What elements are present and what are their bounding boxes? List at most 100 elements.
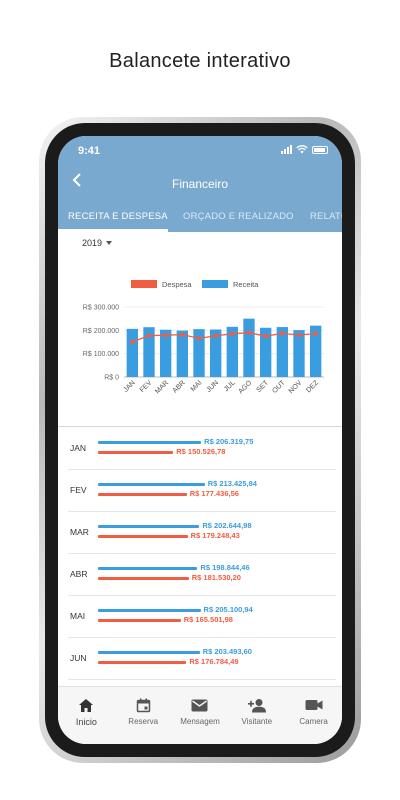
point-despesa	[196, 336, 202, 341]
point-despesa	[130, 339, 135, 345]
bar-receita	[276, 327, 288, 377]
despesa-value: R$ 177.436,56	[189, 489, 239, 498]
nav-label: Visitante	[241, 717, 273, 726]
despesa-value: R$ 150.526,78	[176, 447, 226, 456]
mail-icon	[172, 696, 229, 714]
y-tick-label: R$ 100.000	[83, 351, 119, 358]
nav-reserva[interactable]: Reserva	[115, 687, 172, 744]
despesa-bar	[98, 535, 188, 538]
receita-value: R$ 202.644,98	[202, 521, 252, 530]
y-tick-label: R$ 0	[104, 375, 119, 382]
receita-bar	[98, 567, 198, 570]
page-title: Financeiro	[171, 177, 229, 191]
nav-inicio[interactable]: Inicio	[58, 687, 115, 744]
despesa-bar	[98, 451, 174, 454]
point-despesa	[313, 331, 318, 336]
month-label: JAN	[70, 443, 87, 453]
video-camera-icon	[285, 696, 342, 714]
receita-value: R$ 203.493,60	[202, 647, 252, 656]
bar-receita	[176, 330, 188, 377]
bar-receita	[260, 327, 272, 377]
despesa-value: R$ 181.530,20	[191, 573, 241, 582]
point-despesa	[163, 332, 168, 338]
x-tick-label: JUL	[223, 379, 237, 393]
month-label: FEV	[70, 485, 87, 495]
active-tab-indicator	[58, 229, 168, 232]
signal-icon	[281, 145, 292, 154]
month-label: MAI	[70, 611, 86, 621]
year-select-value: 2019	[82, 238, 103, 248]
wifi-icon	[296, 145, 308, 154]
year-select[interactable]: 2019	[82, 238, 113, 248]
x-tick-label: MAR	[154, 379, 170, 395]
legend-receita-swatch	[202, 280, 228, 288]
x-tick-label: NOV	[288, 379, 304, 395]
receita-bar	[98, 441, 202, 444]
list-item[interactable]: JUN R$ 203.493,60 R$ 176.784,49	[68, 638, 336, 680]
status-time: 9:41	[78, 145, 101, 157]
list-item[interactable]: MAR R$ 202.644,98 R$ 179.248,43	[68, 512, 336, 554]
legend-despesa-swatch	[131, 280, 157, 288]
x-tick-label: DEZ	[305, 379, 320, 394]
divider	[58, 426, 342, 427]
y-tick-label: R$ 300.000	[83, 305, 119, 312]
point-despesa	[296, 332, 302, 338]
despesa-bar	[98, 661, 187, 664]
point-despesa	[180, 332, 185, 337]
tab-bar: RECEITA E DESPESA ORÇADO E REALIZADO REL…	[58, 202, 342, 232]
tab-relatorios[interactable]: RELATÓ	[310, 211, 342, 222]
x-tick-label: AGO	[237, 379, 253, 395]
month-label: MAR	[70, 527, 89, 537]
legend-despesa-label: Despesa	[162, 280, 192, 289]
receita-bar	[98, 651, 200, 654]
bar-receita	[210, 329, 222, 377]
bottom-nav: Inicio Reserva Mensagem Visitante	[58, 686, 342, 744]
nav-label: Camera	[299, 717, 328, 726]
bar-receita	[126, 328, 138, 377]
list-item[interactable]: JAN R$ 206.319,75 R$ 150.526,78	[68, 428, 336, 470]
app-bar: Financeiro	[58, 166, 342, 202]
status-bar: 9:41	[58, 136, 342, 166]
x-tick-label: JUN	[205, 379, 220, 394]
tab-orcado-e-realizado[interactable]: ORÇADO E REALIZADO	[183, 211, 294, 222]
nav-visitante[interactable]: Visitante	[228, 687, 285, 744]
bar-receita	[226, 326, 238, 377]
list-item[interactable]: ABR R$ 198.844,46 R$ 181.530,20	[68, 554, 336, 596]
x-tick-label: SET	[255, 379, 270, 394]
page-caption: Balancete interativo	[109, 50, 291, 72]
month-label: JUN	[70, 653, 87, 663]
list-item[interactable]: MAI R$ 205.100,94 R$ 165.501,98	[68, 596, 336, 638]
point-despesa	[230, 331, 235, 337]
bar-receita	[193, 329, 205, 377]
bar-receita	[293, 330, 305, 377]
list-item[interactable]: FEV R$ 213.425,84 R$ 177.436,56	[68, 470, 336, 512]
legend-receita-label: Receita	[233, 280, 259, 289]
tab-receita-e-despesa[interactable]: RECEITA E DESPESA	[68, 211, 168, 222]
y-tick-label: R$ 200.000	[83, 328, 119, 335]
bar-receita	[143, 327, 155, 377]
x-tick-label: ABR	[172, 379, 187, 394]
receita-value: R$ 213.425,84	[207, 479, 257, 488]
despesa-bar	[98, 577, 189, 580]
bar-receita	[310, 325, 322, 377]
x-tick-label: FEV	[139, 379, 154, 394]
line-despesa	[132, 332, 316, 343]
x-tick-label: MAI	[190, 379, 204, 393]
nav-label: Inicio	[75, 717, 97, 727]
receita-bar	[98, 483, 205, 486]
nav-mensagem[interactable]: Mensagem	[172, 687, 229, 744]
despesa-value: R$ 165.501,98	[183, 615, 233, 624]
home-icon	[58, 696, 115, 714]
back-arrow-icon[interactable]	[66, 172, 88, 193]
despesa-value: R$ 176.784,49	[189, 657, 239, 666]
receita-value: R$ 206.319,75	[204, 437, 254, 446]
receita-value: R$ 205.100,94	[203, 605, 253, 614]
bar-receita	[243, 318, 255, 377]
status-icons	[281, 145, 328, 154]
nav-camera[interactable]: Camera	[285, 687, 342, 744]
month-label: ABR	[70, 569, 88, 579]
x-tick-label: OUT	[271, 379, 287, 395]
point-despesa	[213, 333, 218, 338]
dropdown-caret-icon	[106, 241, 113, 245]
